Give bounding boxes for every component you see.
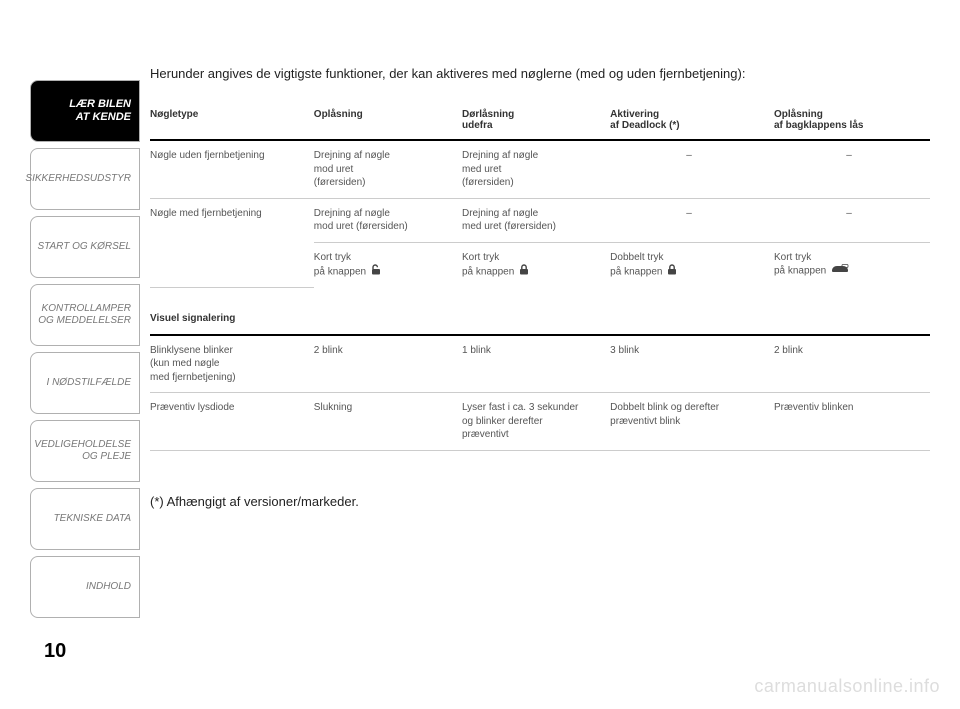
section-tab-7[interactable]: INDHOLD <box>30 556 140 618</box>
header-deadlock: Aktiveringaf Deadlock (*) <box>610 105 774 140</box>
cell: Drejning af nøglemed uret(førersiden) <box>462 140 610 198</box>
section-tabs-sidebar: LÆR BILENAT KENDESIKKERHEDSUDSTYRSTART O… <box>30 80 140 624</box>
section-tab-1[interactable]: SIKKERHEDSUDSTYR <box>30 148 140 210</box>
cell: Kort trykpå knappen <box>314 242 462 288</box>
cell: Præventiv blinken <box>774 393 930 451</box>
table-row: Præventiv lysdiode Slukning Lyser fast i… <box>150 393 930 451</box>
cell: Blinklysene blinker(kun med nøglemed fje… <box>150 335 314 393</box>
table-header-row: Nøgletype Oplåsning Dørlåsningudefra Akt… <box>150 105 930 140</box>
intro-text: Herunder angives de vigtigste funktioner… <box>150 66 930 81</box>
cell: – <box>774 140 930 198</box>
manual-page: LÆR BILENAT KENDESIKKERHEDSUDSTYRSTART O… <box>0 0 960 709</box>
car-boot-icon <box>831 264 849 278</box>
cell-text: Kort trykpå knappen <box>462 252 517 278</box>
section-tab-0[interactable]: LÆR BILENAT KENDE <box>30 80 140 142</box>
cell: Dobbelt trykpå knappen <box>610 242 774 288</box>
cell: – <box>610 198 774 242</box>
cell: Lyser fast i ca. 3 sekunderog blinker de… <box>462 393 610 451</box>
lock-icon <box>667 264 677 280</box>
footnote-text: (*) Afhængigt af versioner/markeder. <box>150 494 359 509</box>
section-tab-5[interactable]: VEDLIGEHOLDELSEOG PLEJE <box>30 420 140 482</box>
cell: Drejning af nøglemed uret (førersiden) <box>462 198 610 242</box>
lock-icon <box>519 264 529 280</box>
header-keytype: Nøgletype <box>150 105 314 140</box>
watermark-text: carmanualsonline.info <box>754 676 940 697</box>
header-lock-outside: Dørlåsningudefra <box>462 105 610 140</box>
page-number: 10 <box>44 640 66 663</box>
section-tab-2[interactable]: START OG KØRSEL <box>30 216 140 278</box>
table-section-row: Visuel signalering <box>150 288 930 335</box>
cell: Drejning af nøglemod uret (førersiden) <box>314 198 462 242</box>
cell: 2 blink <box>314 335 462 393</box>
main-content: Herunder angives de vigtigste funktioner… <box>150 66 930 451</box>
cell-keytype-remote: Nøgle med fjernbetjening <box>150 198 314 288</box>
cell-keytype-noremote: Nøgle uden fjernbetjening <box>150 140 314 198</box>
cell-text: Dobbelt trykpå knappen <box>610 252 665 278</box>
section-tab-4[interactable]: I NØDSTILFÆLDE <box>30 352 140 414</box>
header-unlock: Oplåsning <box>314 105 462 140</box>
cell: 2 blink <box>774 335 930 393</box>
section-tab-6[interactable]: TEKNISKE DATA <box>30 488 140 550</box>
table-row: Nøgle med fjernbetjening Drejning af nøg… <box>150 198 930 242</box>
cell: Præventiv lysdiode <box>150 393 314 451</box>
table-row: Nøgle uden fjernbetjening Drejning af nø… <box>150 140 930 198</box>
cell: Slukning <box>314 393 462 451</box>
cell: Kort trykpå knappen <box>774 242 930 288</box>
unlock-icon <box>371 264 381 280</box>
cell: Drejning af nøglemod uret(førersiden) <box>314 140 462 198</box>
header-boot-unlock: Oplåsningaf bagklappens lås <box>774 105 930 140</box>
key-functions-table: Nøgletype Oplåsning Dørlåsningudefra Akt… <box>150 105 930 451</box>
cell-text: Kort trykpå knappen <box>774 252 829 277</box>
cell-text: Kort trykpå knappen <box>314 252 369 278</box>
cell: 3 blink <box>610 335 774 393</box>
cell: 1 blink <box>462 335 610 393</box>
cell: – <box>774 198 930 242</box>
table-row: Blinklysene blinker(kun med nøglemed fje… <box>150 335 930 393</box>
cell: – <box>610 140 774 198</box>
section-tab-3[interactable]: KONTROLLAMPEROG MEDDELELSER <box>30 284 140 346</box>
section-label-visual: Visuel signalering <box>150 288 930 335</box>
cell: Dobbelt blink og derefterpræventivt blin… <box>610 393 774 451</box>
cell: Kort trykpå knappen <box>462 242 610 288</box>
